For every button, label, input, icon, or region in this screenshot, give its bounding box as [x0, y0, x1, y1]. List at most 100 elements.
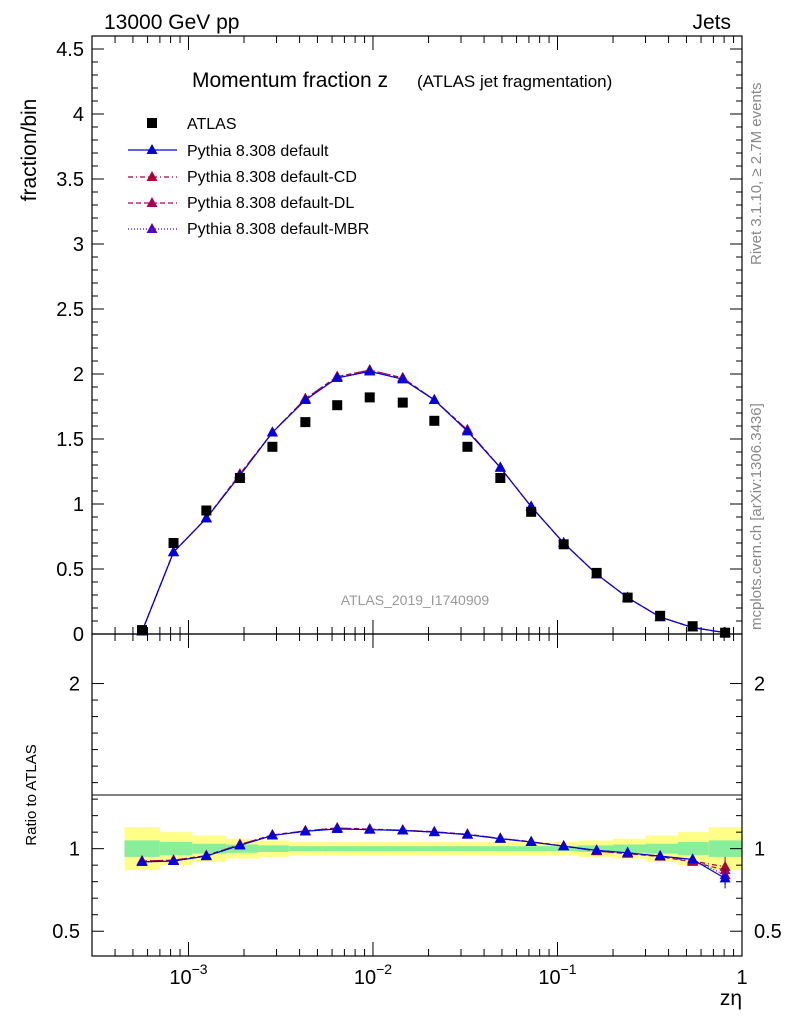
main-series-point: [397, 373, 409, 384]
x-tick-label: 10−2: [354, 961, 392, 989]
legend-label-mbr: Pythia 8.308 default-MBR: [187, 221, 369, 238]
atlas-data-point: [267, 441, 278, 452]
ratio-y-tick-label-right: 2: [754, 674, 765, 696]
main-series-point: [428, 394, 440, 404]
header-left-label: 13000 GeV pp: [104, 11, 239, 34]
ratio-series-point: [622, 846, 634, 857]
ratio-band-green: [613, 844, 646, 853]
main-y-tick-label: 2.5: [56, 299, 84, 321]
ratio-series-group: [136, 822, 731, 889]
x-tick-label: 1: [736, 967, 747, 989]
atlas-data-point: [462, 441, 473, 452]
ratio-band-green: [678, 842, 709, 856]
ratio-series-point: [234, 839, 246, 850]
main-series-point: [461, 425, 473, 436]
ratio-series-point: [428, 826, 440, 837]
analysis-watermark: ATLAS_2019_I1740909: [341, 592, 490, 608]
atlas-data-point: [332, 400, 343, 411]
x-tick-label: 10−3: [169, 961, 207, 989]
ratio-band-green: [159, 842, 193, 856]
ratio-y-tick-label-right: 0.5: [754, 921, 782, 943]
legend-marker-cd: [146, 171, 158, 181]
ratio-series-0: [136, 822, 731, 889]
ratio-band-green: [192, 843, 227, 854]
ratio-series-point: [719, 872, 731, 883]
mcplots-label: mcplots.cern.ch [arXiv:1306.3436]: [748, 403, 765, 630]
ratio-y-tick-label: 1: [69, 839, 80, 861]
ratio-series-point: [299, 825, 311, 836]
ratio-band-green: [645, 843, 679, 854]
atlas-data-point: [300, 417, 311, 428]
main-y-tick-label: 4: [73, 104, 84, 126]
legend-marker-mbr: [146, 223, 158, 233]
main-y-tick-label: 1.5: [56, 429, 84, 451]
ratio-band-green: [288, 846, 323, 852]
main-y-tick-label: 3: [73, 234, 84, 256]
ratio-band-green: [387, 846, 421, 852]
atlas-data-point: [558, 539, 569, 550]
legend-label-dl: Pythia 8.308 default-DL: [187, 195, 354, 212]
main-series-point: [200, 512, 212, 523]
main-y-tick-label: 0: [73, 624, 84, 646]
atlas-data-point: [168, 538, 179, 548]
atlas-data-point: [591, 567, 602, 578]
atlas-data-point: [397, 397, 408, 408]
atlas-data-point: [429, 415, 440, 426]
ratio-series-point: [266, 829, 278, 840]
x-tick-label: 10−1: [538, 961, 576, 989]
ratio-series-point: [200, 850, 212, 861]
atlas-data-point: [364, 392, 375, 403]
atlas-data-point: [687, 621, 698, 632]
main-y-tick-label: 3.5: [56, 169, 84, 191]
ratio-band-green: [322, 846, 356, 852]
legend-entry-dl: Pythia 8.308 default-DL: [128, 195, 354, 212]
ratio-series-point: [136, 855, 148, 866]
rivet-version-label: Rivet 3.1.10, ≥ 2.7M events: [748, 83, 765, 266]
legend-entry-mbr: Pythia 8.308 default-MBR: [128, 221, 369, 238]
atlas-data-point: [622, 592, 633, 603]
ratio-series-point: [397, 824, 409, 835]
legend-marker-default: [146, 144, 158, 154]
ratio-series-point: [331, 822, 343, 833]
legend-entry-default: Pythia 8.308 default: [128, 143, 329, 160]
atlas-data-point: [201, 505, 212, 516]
ratio-plot-frame: [91, 633, 743, 957]
main-y-tick-label: 4.5: [56, 39, 84, 61]
ratio-series-point: [687, 853, 699, 864]
main-title-subtitle: (ATLAS jet fragmentation): [417, 72, 612, 91]
ratio-y-tick-label: 2: [69, 674, 80, 696]
main-y-axis-label: fraction/bin: [18, 99, 41, 202]
main-y-ticks: 0 0.5 1 1.5 2 2.5 3 3.5 4 4.5: [56, 39, 742, 646]
legend-label-cd: Pythia 8.308 default-CD: [187, 169, 357, 186]
ratio-series-point: [525, 836, 537, 847]
ratio-band-green: [484, 846, 517, 852]
atlas-data-point: [526, 506, 537, 517]
atlas-data-point: [234, 473, 245, 483]
legend-marker-dl: [146, 197, 158, 207]
ratio-series-point: [494, 832, 506, 843]
ratio-band-green: [516, 846, 550, 852]
main-y-tick-label: 0.5: [56, 559, 84, 581]
main-series-point: [364, 365, 376, 376]
main-y-tick-label: 1: [73, 494, 84, 516]
ratio-band-green: [258, 845, 289, 852]
ratio-series-point: [654, 850, 666, 861]
ratio-y-tick-label-right: 1: [754, 839, 765, 861]
main-title: Momentum fraction z: [192, 69, 388, 92]
main-series-group: [136, 364, 731, 638]
main-series-point: [299, 394, 311, 404]
ratio-series-point: [168, 855, 180, 866]
atlas-data-point: [720, 627, 731, 638]
ratio-series-point: [364, 823, 376, 834]
legend: ATLAS Pythia 8.308 default Pythia 8.308 …: [128, 116, 369, 238]
legend-label-default: Pythia 8.308 default: [187, 143, 329, 160]
x-axis-label: zη: [720, 987, 742, 1010]
ratio-band-green: [708, 840, 742, 857]
ratio-series-point: [461, 828, 473, 839]
legend-label-atlas: ATLAS: [187, 116, 237, 133]
main-series-atlas: [137, 392, 731, 638]
main-series-point: [168, 546, 180, 557]
ratio-band-green: [355, 846, 388, 852]
atlas-data-point: [655, 610, 666, 621]
